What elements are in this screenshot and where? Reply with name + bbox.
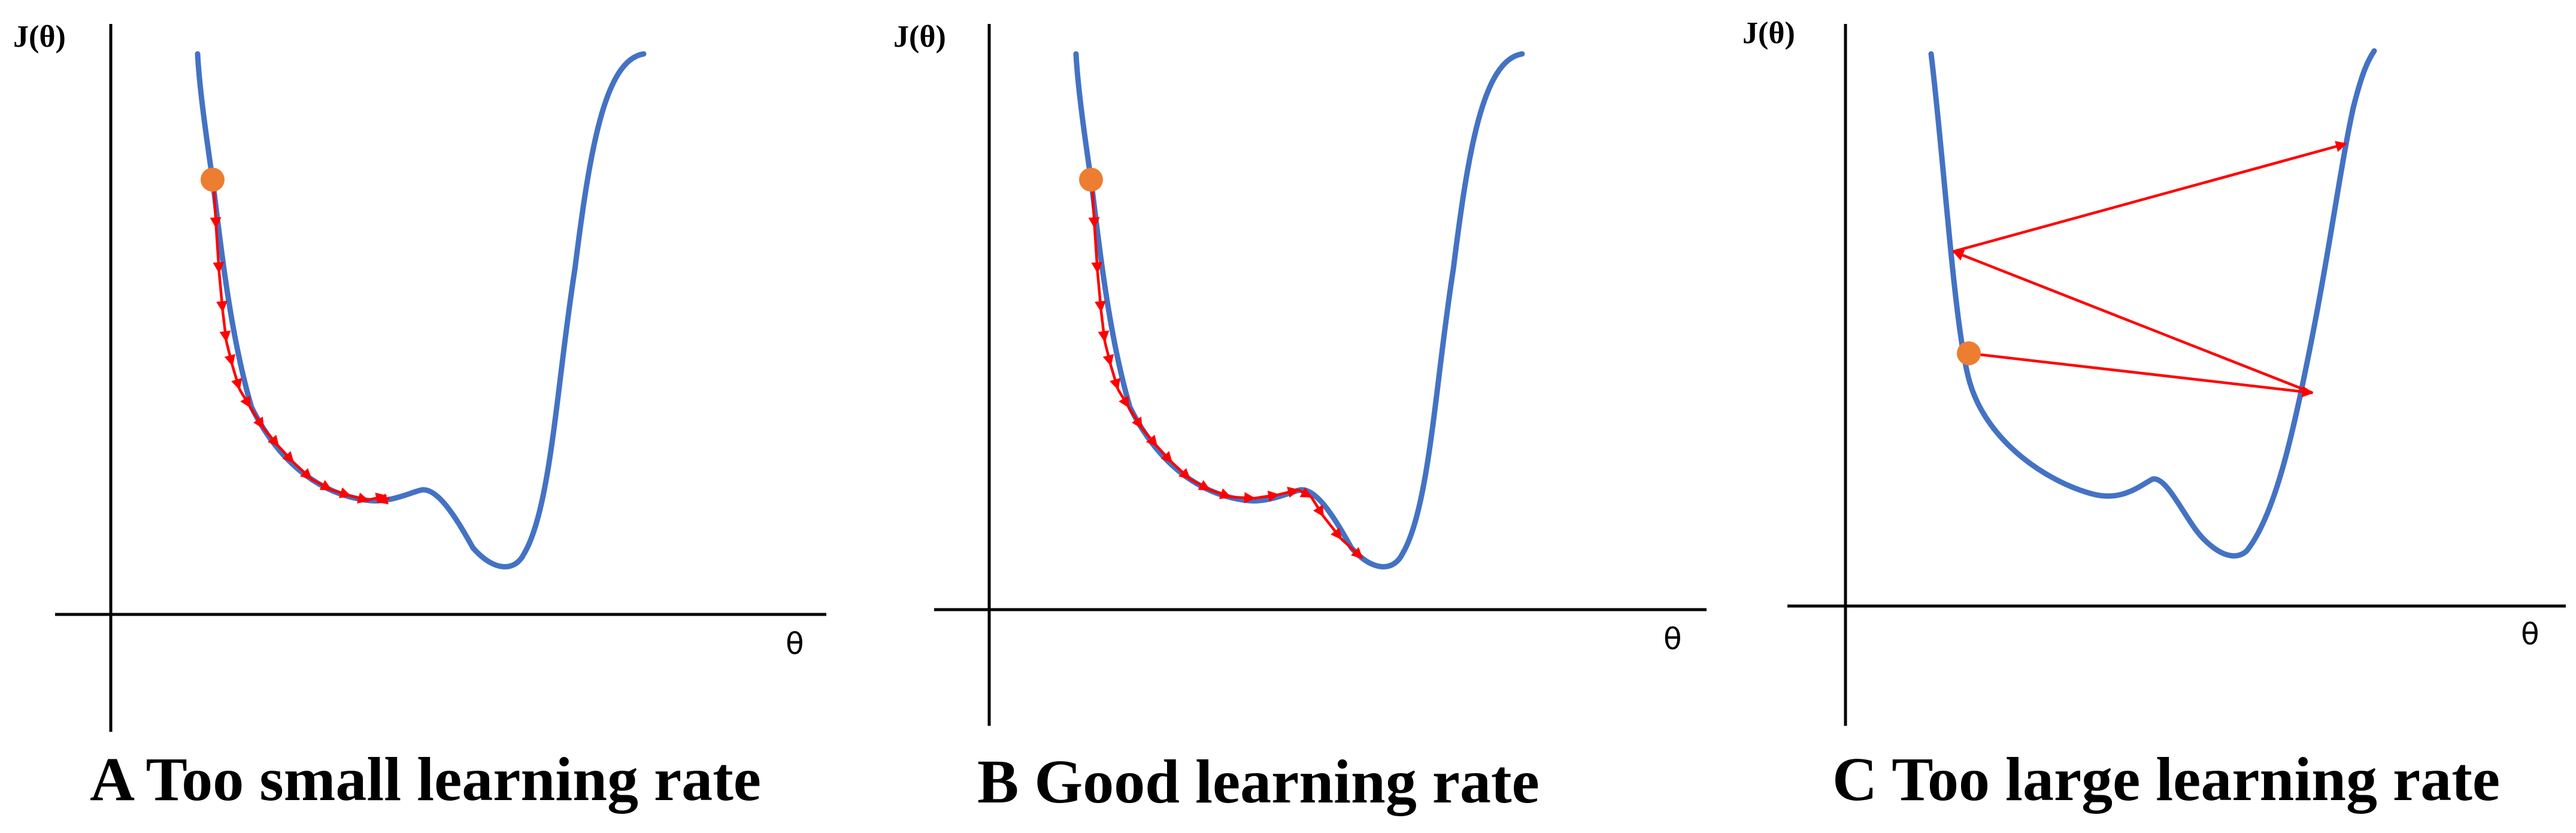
panel-b-step-arrow-11 — [1171, 461, 1191, 480]
panel-b-x-axis-label: θ — [1663, 622, 1682, 656]
panel-a: J(θ) θ A Too small learning rate — [13, 20, 826, 814]
panel-b-step-arrow-20 — [1340, 538, 1363, 559]
panel-b-step-arrow-5 — [1102, 341, 1114, 366]
panel-a-x-axis-label: θ — [786, 626, 804, 661]
panel-b-step-arrow-14 — [1230, 492, 1256, 504]
panel-a-step-arrow-13 — [331, 487, 351, 498]
panel-a-step-arrow-4 — [219, 311, 231, 343]
panel-b-step-arrow-6 — [1109, 365, 1121, 390]
panel-b-step-arrow-7 — [1117, 388, 1130, 408]
panel-b-step-arrow-15 — [1254, 490, 1280, 502]
panel-b-step-arrow-19 — [1322, 515, 1342, 540]
panel-a-step-arrow-11 — [292, 461, 313, 480]
panel-b-start-point — [1079, 168, 1103, 192]
panel-b-step-arrow-8 — [1128, 406, 1143, 429]
panel-a-gradient-steps — [210, 185, 390, 505]
panel-b-step-arrow-12 — [1189, 478, 1211, 491]
panel-a-step-arrow-3 — [216, 272, 228, 313]
panel-c: J(θ) θ C Too large learning rate — [1742, 16, 2566, 814]
panel-c-step-arrow-2 — [1952, 250, 2313, 395]
panel-a-caption: A Too small learning rate — [90, 745, 761, 814]
panel-b-step-arrow-16 — [1278, 486, 1299, 498]
panel-c-step-arrow-3 — [1953, 141, 2347, 253]
panel-b-step-arrow-18 — [1310, 496, 1325, 517]
panel-b-step-arrow-4 — [1098, 311, 1110, 343]
panel-a-step-arrow-12 — [310, 478, 332, 491]
panel-a-step-arrow-9 — [262, 427, 280, 447]
panel-a-start-point — [201, 168, 225, 192]
panel-a-step-arrow-7 — [238, 388, 251, 408]
panel-a-step-arrow-8 — [249, 406, 265, 429]
panel-a-step-arrow-2 — [213, 227, 225, 274]
panel-c-start-point — [1957, 341, 1981, 365]
panel-c-gradient-steps — [1952, 141, 2347, 398]
panel-a-step-arrow-16 — [376, 493, 390, 505]
panel-a-step-arrow-10 — [277, 445, 295, 464]
panel-a-step-arrow-5 — [224, 341, 236, 366]
panel-b-gradient-steps — [1088, 185, 1363, 559]
panel-a-y-axis-label: J(θ) — [13, 20, 66, 54]
panel-b-step-arrow-1 — [1088, 185, 1100, 229]
panel-b-step-arrow-3 — [1095, 272, 1106, 313]
panel-b-step-arrow-2 — [1091, 227, 1103, 274]
panel-c-cost-curve — [1928, 48, 2377, 559]
panel-a-step-arrow-1 — [210, 185, 222, 229]
panel-b-y-axis-label: J(θ) — [893, 20, 946, 54]
panel-a-step-arrow-6 — [231, 365, 243, 390]
panel-c-y-axis-label: J(θ) — [1742, 16, 1795, 50]
panel-b-step-arrow-13 — [1209, 488, 1232, 499]
panel-b-step-arrow-17 — [1297, 487, 1313, 498]
panel-c-step-arrow-1 — [1968, 352, 2314, 398]
panel-b-step-arrow-10 — [1156, 445, 1173, 464]
panel-c-x-axis-label: θ — [2521, 617, 2539, 652]
panel-c-caption: C Too large learning rate — [1832, 745, 2500, 814]
panel-b: J(θ) θ B Good learning rate — [893, 20, 1707, 816]
panel-b-caption: B Good learning rate — [977, 747, 1539, 816]
panel-b-step-arrow-9 — [1141, 427, 1158, 447]
panel-a-cost-curve — [195, 51, 647, 570]
